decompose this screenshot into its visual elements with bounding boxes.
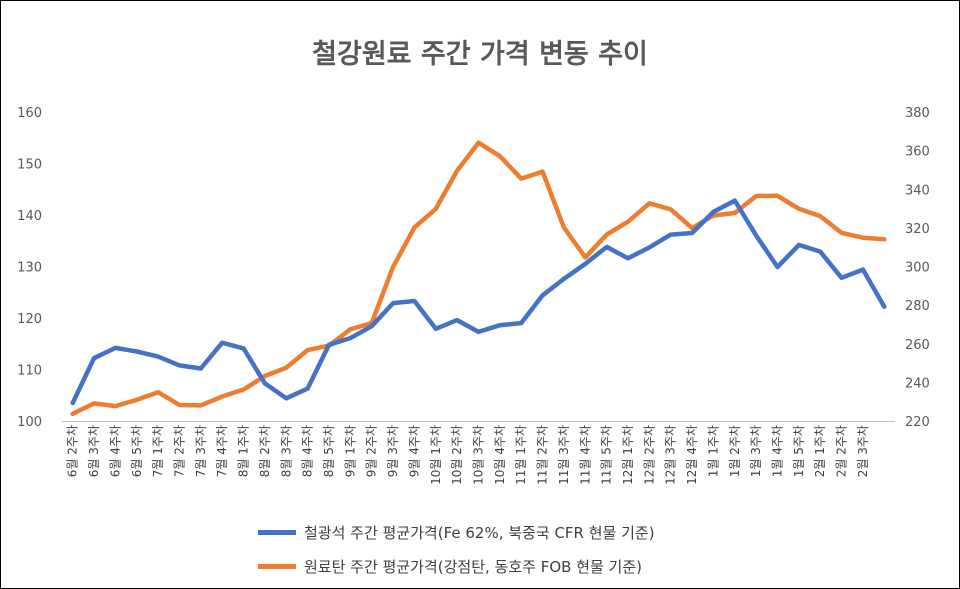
legend-swatch-coking-coal <box>258 564 296 569</box>
x-tick-label: 10월 4주차 <box>493 425 507 485</box>
x-tick-label: 9월 4주차 <box>407 425 421 477</box>
x-tick-label: 11월 5주차 <box>600 425 614 485</box>
x-tick-label: 1월 4주차 <box>771 425 785 477</box>
left-tick-label: 110 <box>17 364 42 379</box>
left-tick-label: 130 <box>17 261 42 276</box>
x-tick-label: 6월 3주차 <box>87 425 101 477</box>
right-tick-label: 260 <box>905 338 930 353</box>
x-tick-label: 8월 5주차 <box>322 425 336 477</box>
x-tick-label: 8월 2주차 <box>258 425 272 477</box>
x-tick-label: 6월 5주차 <box>130 425 144 477</box>
x-tick-label: 7월 3주차 <box>194 425 208 477</box>
x-tick-label: 7월 1주차 <box>151 425 165 477</box>
legend-swatch-iron-ore <box>258 530 296 535</box>
x-tick-label: 10월 3주차 <box>472 425 486 485</box>
left-tick-label: 140 <box>17 209 42 224</box>
right-tick-label: 300 <box>905 261 930 276</box>
x-tick-label: 11월 2주차 <box>536 425 550 485</box>
x-tick-label: 12월 4주차 <box>685 425 699 485</box>
x-tick-label: 8월 1주차 <box>237 425 251 477</box>
x-tick-label: 7월 4주차 <box>215 425 229 477</box>
x-tick-label: 10월 2주차 <box>450 425 464 485</box>
x-tick-label: 6월 2주차 <box>66 425 80 477</box>
coking-coal-series-line <box>70 140 887 417</box>
left-axis-ticks: 100 110 120 130 140 150 160 <box>17 106 42 430</box>
legend-label-coking-coal: 원료탄 주간 평균가격(강점탄, 동호주 FOB 현물 기준) <box>304 558 643 576</box>
series-lines <box>70 140 887 417</box>
left-tick-label: 120 <box>17 312 42 327</box>
x-tick-label: 9월 3주차 <box>386 425 400 477</box>
x-tick-label: 12월 1주차 <box>621 425 635 485</box>
x-tick-label: 11월 1주차 <box>514 425 528 485</box>
left-tick-label: 160 <box>17 106 42 121</box>
x-tick-label: 12월 3주차 <box>664 425 678 485</box>
right-axis-ticks: 220 240 260 280 300 320 340 360 380 <box>905 106 930 430</box>
right-tick-label: 280 <box>905 299 930 314</box>
right-tick-label: 340 <box>905 183 930 198</box>
left-tick-label: 100 <box>17 415 42 430</box>
x-tick-label: 8월 3주차 <box>279 425 293 477</box>
legend-label-iron-ore: 철광석 주간 평균가격(Fe 62%, 북중국 CFR 현물 기준) <box>304 524 655 542</box>
x-tick-label: 2월 3주차 <box>856 425 870 477</box>
right-tick-label: 380 <box>905 106 930 121</box>
left-tick-label: 150 <box>17 158 42 173</box>
right-tick-label: 220 <box>905 415 930 430</box>
x-tick-label: 1월 2주차 <box>728 425 742 477</box>
x-tick-label: 1월 1주차 <box>706 425 720 477</box>
x-axis-ticks: 6월 2주차 6월 3주차 6월 4주차 6월 5주차 7월 1주차 7월 2주차 7월 3… <box>66 425 870 485</box>
right-tick-label: 360 <box>905 145 930 160</box>
x-tick-label: 11월 4주차 <box>578 425 592 485</box>
legend-item-iron-ore: 철광석 주간 평균가격(Fe 62%, 북중국 CFR 현물 기준) <box>258 522 655 543</box>
x-tick-label: 6월 4주차 <box>108 425 122 477</box>
legend-item-coking-coal: 원료탄 주간 평균가격(강점탄, 동호주 FOB 현물 기준) <box>258 556 642 577</box>
right-tick-label: 320 <box>905 222 930 237</box>
x-tick-label: 11월 3주차 <box>557 425 571 485</box>
x-tick-label: 7월 2주차 <box>172 425 186 477</box>
x-tick-label: 8월 4주차 <box>301 425 315 477</box>
x-tick-label: 9월 1주차 <box>343 425 357 477</box>
x-tick-label: 10월 1주차 <box>429 425 443 485</box>
x-tick-label: 12월 2주차 <box>642 425 656 485</box>
x-tick-label: 9월 2주차 <box>365 425 379 477</box>
x-tick-label: 2월 1주차 <box>813 425 827 477</box>
chart-title: 철강원료 주간 가격 변동 추이 <box>312 39 648 70</box>
right-tick-label: 240 <box>905 376 930 391</box>
x-tick-label: 2월 2주차 <box>835 425 849 477</box>
iron-ore-series-line <box>70 198 887 406</box>
x-tick-label: 1월 5주차 <box>792 425 806 477</box>
x-tick-label: 1월 3주차 <box>749 425 763 477</box>
